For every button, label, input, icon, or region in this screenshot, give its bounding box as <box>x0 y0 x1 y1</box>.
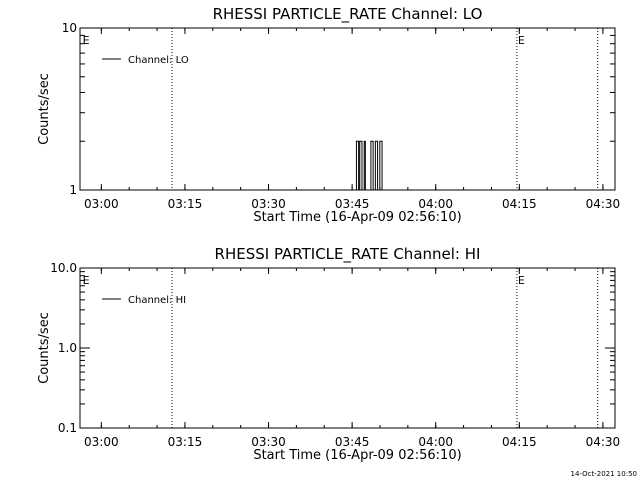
panel-hi: RHESSI PARTICLE_RATE Channel: HI 03:00 03:… <box>37 245 620 463</box>
x-tick-label: 03:15 <box>168 435 203 449</box>
x-tick-label: 03:45 <box>335 197 370 211</box>
series-line-1 <box>355 140 385 191</box>
event-marker-e: E <box>83 274 90 287</box>
plot-frame <box>79 267 616 429</box>
event-marker-e: E <box>83 34 90 47</box>
x-tick-label: 03:45 <box>335 435 370 449</box>
x-axis-label: Start Time (16-Apr-09 02:56:10) <box>253 210 461 225</box>
legend-label: Channel: HI <box>128 295 186 306</box>
x-tick-label: 04:00 <box>418 197 453 211</box>
chart-title: RHESSI PARTICLE_RATE Channel: HI <box>215 245 481 264</box>
y-tick-label: 0.1 <box>58 421 77 435</box>
x-axis-label: Start Time (16-Apr-09 02:56:10) <box>253 448 461 463</box>
y-axis-label: Counts/sec <box>37 73 52 145</box>
y-tick-label: 10 <box>62 21 77 35</box>
y-axis-label: Counts/sec <box>37 312 52 384</box>
chart-title: RHESSI PARTICLE_RATE Channel: LO <box>213 5 483 24</box>
generation-timestamp: 14-Oct-2021 10:50 <box>571 470 637 478</box>
legend-label: Channel: LO <box>128 55 189 66</box>
x-tick-label: 03:30 <box>251 197 286 211</box>
y-tick-label: 1.0 <box>58 341 77 355</box>
x-tick-label: 03:00 <box>84 197 119 211</box>
x-tick-label: 04:00 <box>418 435 453 449</box>
x-tick-label: 03:00 <box>84 435 119 449</box>
x-tick-label: 04:15 <box>502 435 537 449</box>
y-tick-label: 10.0 <box>50 261 77 275</box>
panel-lo: RHESSI PARTICLE_RATE Channel: LO 03:00 03:… <box>37 5 620 225</box>
x-tick-label: 04:30 <box>586 197 621 211</box>
x-tick-label: 04:30 <box>586 435 621 449</box>
plot-frame <box>79 27 616 191</box>
event-marker-e: E <box>518 34 525 47</box>
x-tick-label: 03:30 <box>251 435 286 449</box>
x-tick-label: 03:15 <box>168 197 203 211</box>
y-tick-label: 1 <box>69 183 77 197</box>
event-marker-e: E <box>518 274 525 287</box>
x-tick-label: 04:15 <box>502 197 537 211</box>
